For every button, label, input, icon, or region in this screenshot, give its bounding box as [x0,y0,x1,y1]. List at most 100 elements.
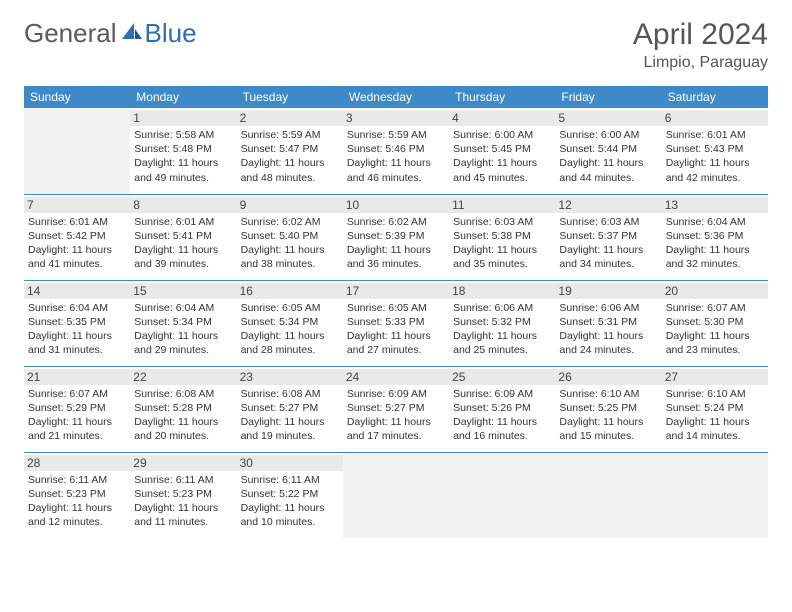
day-info: Sunrise: 6:00 AMSunset: 5:44 PMDaylight:… [559,128,657,185]
calendar-cell: 30 Sunrise: 6:11 AMSunset: 5:22 PMDayligh… [237,452,343,538]
day-sr: Sunrise: 6:05 AM [241,301,339,315]
day-sr: Sunrise: 6:01 AM [28,215,126,229]
day-sr: Sunrise: 6:04 AM [134,301,232,315]
day-ss: Sunset: 5:47 PM [241,142,339,156]
day-header: Sunday [24,86,130,108]
day-info: Sunrise: 6:08 AMSunset: 5:28 PMDaylight:… [134,387,232,444]
day-sr: Sunrise: 6:10 AM [559,387,657,401]
day-ss: Sunset: 5:33 PM [347,315,445,329]
day-ss: Sunset: 5:35 PM [28,315,126,329]
day-ss: Sunset: 5:28 PM [134,401,232,415]
calendar-cell: 2Sunrise: 5:59 AMSunset: 5:47 PMDaylight… [237,108,343,194]
day-number: 28 [24,455,130,471]
day-ss: Sunset: 5:40 PM [241,229,339,243]
day-dl: Daylight: 11 hours and 41 minutes. [28,243,126,271]
day-number: 27 [662,369,768,385]
day-ss: Sunset: 5:41 PM [134,229,232,243]
day-number: 23 [237,369,343,385]
day-sr: Sunrise: 6:03 AM [559,215,657,229]
calendar-cell: 10Sunrise: 6:02 AMSunset: 5:39 PMDayligh… [343,194,449,280]
day-sr: Sunrise: 6:11 AM [28,473,126,487]
day-info: Sunrise: 6:01 AMSunset: 5:43 PMDaylight:… [666,128,764,185]
day-sr: Sunrise: 6:11 AM [241,473,339,487]
day-number: 12 [555,197,661,213]
calendar-cell: 17Sunrise: 6:05 AMSunset: 5:33 PMDayligh… [343,280,449,366]
calendar-cell-empty [24,108,130,194]
day-number: 4 [449,110,555,126]
day-dl: Daylight: 11 hours and 38 minutes. [241,243,339,271]
day-sr: Sunrise: 6:10 AM [666,387,764,401]
day-number: 5 [555,110,661,126]
day-ss: Sunset: 5:31 PM [559,315,657,329]
day-info: Sunrise: 6:05 AMSunset: 5:33 PMDaylight:… [347,301,445,358]
day-sr: Sunrise: 6:02 AM [347,215,445,229]
day-info: Sunrise: 6:04 AMSunset: 5:35 PMDaylight:… [28,301,126,358]
day-number: 26 [555,369,661,385]
day-ss: Sunset: 5:27 PM [241,401,339,415]
day-info: Sunrise: 5:59 AMSunset: 5:47 PMDaylight:… [241,128,339,185]
day-header: Wednesday [343,86,449,108]
day-header: Friday [555,86,661,108]
calendar-cell: 7 Sunrise: 6:01 AMSunset: 5:42 PMDaylight… [24,194,130,280]
calendar-cell-empty [662,452,768,538]
day-number: 11 [449,197,555,213]
day-sr: Sunrise: 6:09 AM [453,387,551,401]
day-ss: Sunset: 5:42 PM [28,229,126,243]
day-number: 24 [343,369,449,385]
day-ss: Sunset: 5:39 PM [347,229,445,243]
day-number: 7 [24,197,130,213]
day-number: 15 [130,283,236,299]
day-dl: Daylight: 11 hours and 49 minutes. [134,156,232,184]
day-info: Sunrise: 6:03 AMSunset: 5:38 PMDaylight:… [453,215,551,272]
day-sr: Sunrise: 6:01 AM [666,128,764,142]
day-ss: Sunset: 5:44 PM [559,142,657,156]
calendar-cell: 19Sunrise: 6:06 AMSunset: 5:31 PMDayligh… [555,280,661,366]
day-info: Sunrise: 6:07 AMSunset: 5:30 PMDaylight:… [666,301,764,358]
calendar-cell: 22Sunrise: 6:08 AMSunset: 5:28 PMDayligh… [130,366,236,452]
day-number: 30 [237,455,343,471]
day-dl: Daylight: 11 hours and 16 minutes. [453,415,551,443]
calendar-cell: 28 Sunrise: 6:11 AMSunset: 5:23 PMDayligh… [24,452,130,538]
day-sr: Sunrise: 6:00 AM [559,128,657,142]
page-title: April 2024 [633,18,768,52]
day-dl: Daylight: 11 hours and 29 minutes. [134,329,232,357]
day-info: Sunrise: 6:09 AMSunset: 5:27 PMDaylight:… [347,387,445,444]
day-info: Sunrise: 6:03 AMSunset: 5:37 PMDaylight:… [559,215,657,272]
day-number: 6 [662,110,768,126]
day-header: Thursday [449,86,555,108]
calendar-row: 7Sunrise: 6:01 AMSunset: 5:42 PMDaylight… [24,194,768,280]
calendar-cell: 11 Sunrise: 6:03 AMSunset: 5:38 PMDayligh… [449,194,555,280]
day-info: Sunrise: 6:01 AMSunset: 5:41 PMDaylight:… [134,215,232,272]
logo-text-blue: Blue [145,18,197,49]
day-dl: Daylight: 11 hours and 14 minutes. [666,415,764,443]
day-info: Sunrise: 6:11 AMSunset: 5:23 PMDaylight:… [28,473,126,530]
day-info: Sunrise: 6:11 AMSunset: 5:22 PMDaylight:… [241,473,339,530]
day-number: 3 [343,110,449,126]
day-sr: Sunrise: 6:11 AM [134,473,232,487]
calendar-cell-empty [555,452,661,538]
day-sr: Sunrise: 6:03 AM [453,215,551,229]
day-dl: Daylight: 11 hours and 44 minutes. [559,156,657,184]
day-ss: Sunset: 5:48 PM [134,142,232,156]
calendar-cell-empty [343,452,449,538]
calendar-row: 28 Sunrise: 6:11 AMSunset: 5:23 PMDayligh… [24,452,768,538]
day-header: Tuesday [237,86,343,108]
day-number: 9 [237,197,343,213]
day-info: Sunrise: 6:02 AMSunset: 5:40 PMDaylight:… [241,215,339,272]
day-ss: Sunset: 5:38 PM [453,229,551,243]
day-info: Sunrise: 6:07 AMSunset: 5:29 PMDaylight:… [28,387,126,444]
day-ss: Sunset: 5:26 PM [453,401,551,415]
day-dl: Daylight: 11 hours and 34 minutes. [559,243,657,271]
day-sr: Sunrise: 6:07 AM [28,387,126,401]
day-dl: Daylight: 11 hours and 21 minutes. [28,415,126,443]
day-ss: Sunset: 5:45 PM [453,142,551,156]
day-dl: Daylight: 11 hours and 32 minutes. [666,243,764,271]
day-ss: Sunset: 5:34 PM [134,315,232,329]
day-sr: Sunrise: 6:08 AM [241,387,339,401]
day-ss: Sunset: 5:36 PM [666,229,764,243]
day-ss: Sunset: 5:34 PM [241,315,339,329]
day-info: Sunrise: 6:10 AMSunset: 5:24 PMDaylight:… [666,387,764,444]
day-dl: Daylight: 11 hours and 28 minutes. [241,329,339,357]
title-block: April 2024 Limpio, Paraguay [633,18,768,72]
calendar-cell: 23Sunrise: 6:08 AMSunset: 5:27 PMDayligh… [237,366,343,452]
